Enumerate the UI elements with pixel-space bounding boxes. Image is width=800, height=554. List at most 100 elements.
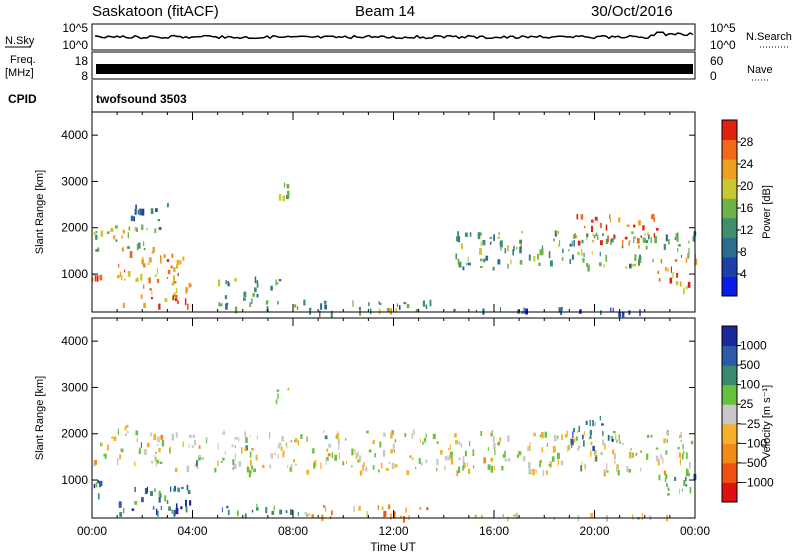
echo-cell bbox=[631, 231, 634, 234]
echo-cell bbox=[164, 298, 168, 302]
echo-cell bbox=[369, 308, 372, 315]
echo-cell bbox=[150, 208, 154, 214]
echo-cell bbox=[141, 256, 144, 260]
echo-cell bbox=[157, 510, 159, 517]
echo-cell bbox=[119, 512, 123, 517]
nave-right-tick-bottom: 0 bbox=[710, 69, 717, 83]
echo-cell bbox=[679, 458, 682, 466]
echo-cell bbox=[205, 437, 208, 441]
echo-cell bbox=[639, 309, 641, 317]
echo-cell bbox=[289, 509, 293, 515]
echo-cell bbox=[506, 245, 509, 252]
echo-cell bbox=[152, 506, 155, 510]
echo-cell bbox=[468, 262, 471, 266]
echo-cell bbox=[388, 461, 391, 464]
cpid-label: CPID bbox=[8, 92, 37, 106]
echo-cell bbox=[658, 459, 660, 466]
echo-cell bbox=[607, 235, 609, 243]
echo-cell bbox=[600, 240, 603, 246]
echo-cell bbox=[677, 248, 679, 253]
echo-cell bbox=[323, 300, 327, 304]
colorbar-swatch bbox=[722, 139, 737, 160]
echo-cell bbox=[477, 232, 481, 240]
echo-cell bbox=[656, 228, 659, 231]
echo-cell bbox=[605, 255, 608, 262]
echo-cell bbox=[390, 432, 393, 439]
colorbar-tick-label: −500 bbox=[740, 456, 767, 470]
colorbar-tick-label: −100 bbox=[740, 436, 767, 450]
freq-left-tick-bottom: 8 bbox=[81, 69, 88, 83]
echo-cell bbox=[562, 248, 564, 254]
echo-cell bbox=[634, 254, 637, 261]
echo-cell bbox=[667, 239, 670, 245]
echo-cell bbox=[359, 470, 363, 476]
colorbar-swatch bbox=[722, 365, 737, 386]
echo-cell bbox=[126, 430, 129, 434]
echo-cell bbox=[151, 251, 154, 254]
noise-left-tick-top: 10^5 bbox=[62, 21, 88, 35]
echo-cell bbox=[391, 430, 394, 436]
echo-cell bbox=[678, 244, 681, 247]
echo-cell bbox=[469, 441, 471, 447]
echo-cell bbox=[186, 465, 190, 473]
echo-cell bbox=[535, 469, 537, 473]
echo-cell bbox=[599, 262, 602, 267]
echo-cell bbox=[510, 259, 512, 265]
echo-cell bbox=[255, 454, 258, 461]
echo-cell bbox=[265, 507, 268, 513]
x-tick-label: 04:00 bbox=[177, 524, 207, 538]
echo-cell bbox=[166, 259, 170, 262]
echo-cell bbox=[646, 453, 649, 460]
echo-cell bbox=[460, 443, 463, 448]
echo-cell bbox=[501, 466, 504, 471]
echo-cell bbox=[326, 456, 329, 461]
echo-cell bbox=[138, 448, 141, 454]
echo-cell bbox=[155, 460, 157, 467]
echo-cell bbox=[150, 432, 152, 437]
echo-cell bbox=[188, 444, 190, 448]
echo-cell bbox=[294, 439, 296, 443]
echo-cell bbox=[650, 434, 653, 438]
echo-cell bbox=[610, 239, 612, 246]
echo-cell bbox=[311, 514, 314, 518]
echo-cell bbox=[687, 472, 690, 477]
echo-cell bbox=[565, 434, 568, 438]
echo-cell bbox=[642, 225, 645, 231]
echo-cell bbox=[167, 269, 171, 275]
echo-cell bbox=[293, 459, 295, 463]
echo-cell bbox=[681, 255, 682, 258]
echo-cell bbox=[475, 309, 477, 313]
echo-cell bbox=[635, 454, 637, 457]
station-title: Saskatoon (fitACF) bbox=[92, 3, 219, 20]
echo-cell bbox=[276, 389, 280, 392]
echo-cell bbox=[480, 266, 483, 268]
echo-cell bbox=[453, 308, 456, 312]
echo-cell bbox=[590, 513, 593, 518]
echo-cell bbox=[625, 266, 628, 269]
colorbar-tick-label: 20 bbox=[740, 179, 754, 193]
echo-cell bbox=[154, 455, 156, 461]
echo-cell bbox=[519, 244, 522, 249]
echo-cell bbox=[582, 258, 585, 263]
echo-cell bbox=[140, 442, 142, 448]
echo-cell bbox=[128, 226, 131, 231]
echo-cell bbox=[115, 239, 118, 242]
echo-cell bbox=[330, 310, 333, 318]
echo-cell bbox=[124, 426, 127, 431]
echo-cell bbox=[680, 431, 682, 437]
echo-cell bbox=[680, 439, 682, 442]
noise-panel: 10^5 10^0 10^5 10^0 bbox=[62, 21, 736, 52]
echo-cell bbox=[662, 457, 664, 464]
echo-cell bbox=[594, 216, 598, 221]
echo-cell bbox=[679, 281, 682, 287]
echo-cell bbox=[368, 449, 372, 453]
echo-cell bbox=[677, 446, 680, 450]
colorbar-swatch bbox=[722, 217, 737, 238]
echo-cell bbox=[312, 448, 315, 454]
echo-cell bbox=[381, 506, 384, 510]
echo-cell bbox=[249, 302, 252, 307]
echo-cell bbox=[225, 280, 227, 285]
echo-cell bbox=[610, 436, 614, 439]
echo-cell bbox=[632, 452, 634, 458]
